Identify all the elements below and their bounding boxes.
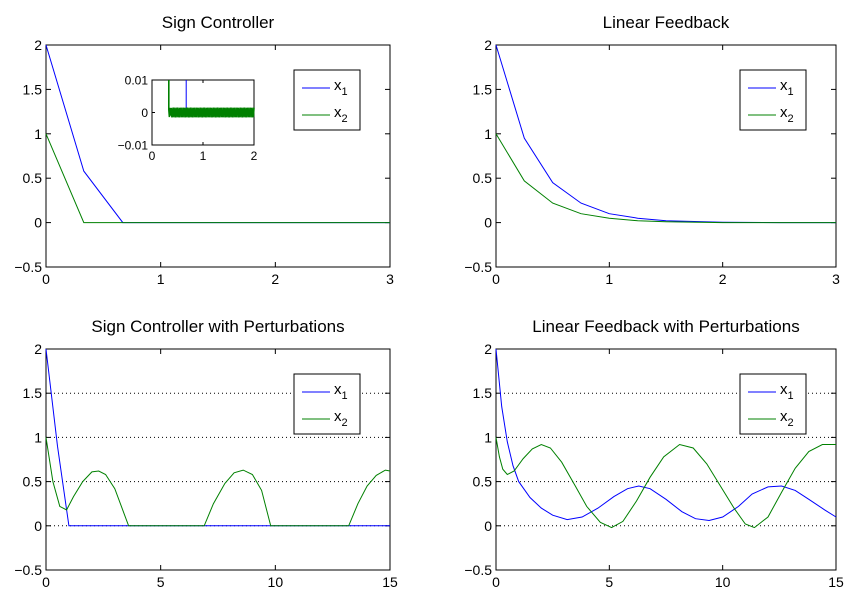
- inset-chatter-band: [171, 107, 254, 118]
- x-tick-label: 3: [386, 271, 394, 287]
- x-tick-label: 1: [200, 149, 207, 163]
- x-tick-label: 1: [605, 271, 613, 287]
- subplot-title: Linear Feedback with Perturbations: [532, 317, 799, 336]
- y-tick-label: 1.5: [473, 81, 493, 97]
- subplot-title: Sign Controller with Perturbations: [91, 317, 344, 336]
- legend-label-x2: x2: [334, 104, 348, 125]
- x-tick-label: 0: [42, 574, 50, 590]
- x-tick-label: 1: [157, 271, 165, 287]
- y-tick-label: −0.5: [464, 259, 492, 275]
- y-tick-label: 0.5: [473, 170, 493, 186]
- legend-box: [293, 373, 361, 435]
- y-tick-label: 2: [484, 37, 492, 53]
- y-tick-label: 0.5: [473, 474, 493, 490]
- y-tick-label: 0: [484, 215, 492, 231]
- legend-label-x2: x2: [780, 408, 794, 429]
- y-tick-label: 0.5: [23, 474, 43, 490]
- legend-box: [739, 373, 807, 435]
- y-tick-label: 1: [484, 429, 492, 445]
- x-tick-label: 2: [251, 149, 258, 163]
- series-line-x2: [495, 437, 836, 529]
- legend-label-x2: x2: [780, 104, 794, 125]
- y-tick-label: −0.5: [464, 562, 492, 578]
- x-tick-label: 10: [715, 574, 731, 590]
- y-tick-label: 0.01: [125, 73, 149, 87]
- legend-box: [293, 69, 361, 131]
- x-tick-label: 15: [828, 574, 844, 590]
- y-tick-label: 1: [484, 126, 492, 142]
- y-tick-label: −0.5: [14, 562, 42, 578]
- series-line-x2: [45, 437, 391, 527]
- legend-label-x1: x1: [780, 77, 794, 98]
- x-tick-label: 0: [492, 574, 500, 590]
- x-tick-label: 0: [492, 271, 500, 287]
- x-tick-label: 2: [719, 271, 727, 287]
- y-tick-label: 1.5: [23, 385, 43, 401]
- y-tick-label: 1: [34, 126, 42, 142]
- legend-label-x1: x1: [334, 381, 348, 402]
- x-tick-label: 5: [157, 574, 165, 590]
- y-tick-label: 0.5: [23, 170, 43, 186]
- legend-label-x1: x1: [780, 381, 794, 402]
- x-tick-label: 0: [149, 149, 156, 163]
- y-tick-label: 0: [141, 106, 148, 120]
- x-tick-label: 10: [268, 574, 284, 590]
- legend-box: [739, 69, 807, 131]
- x-tick-label: 15: [382, 574, 398, 590]
- y-tick-label: 0: [484, 518, 492, 534]
- x-tick-label: 3: [832, 271, 840, 287]
- x-tick-label: 2: [271, 271, 279, 287]
- y-tick-label: −0.5: [14, 259, 42, 275]
- y-tick-label: 2: [484, 341, 492, 357]
- y-tick-label: −0.01: [118, 138, 149, 152]
- subplot-title: Linear Feedback: [603, 13, 730, 32]
- series-line-x1: [45, 348, 390, 527]
- y-tick-label: 2: [34, 37, 42, 53]
- x-tick-label: 0: [42, 271, 50, 287]
- legend-label-x1: x1: [334, 77, 348, 98]
- series-line-x2: [495, 133, 836, 224]
- x-tick-label: 5: [605, 574, 613, 590]
- y-tick-label: 0: [34, 518, 42, 534]
- y-tick-label: 0: [34, 215, 42, 231]
- y-tick-label: 1.5: [473, 385, 493, 401]
- legend-label-x2: x2: [334, 408, 348, 429]
- y-tick-label: 1: [34, 429, 42, 445]
- y-tick-label: 1.5: [23, 81, 43, 97]
- subplot-title: Sign Controller: [162, 13, 275, 32]
- y-tick-label: 2: [34, 341, 42, 357]
- series-line-x2: [45, 133, 390, 224]
